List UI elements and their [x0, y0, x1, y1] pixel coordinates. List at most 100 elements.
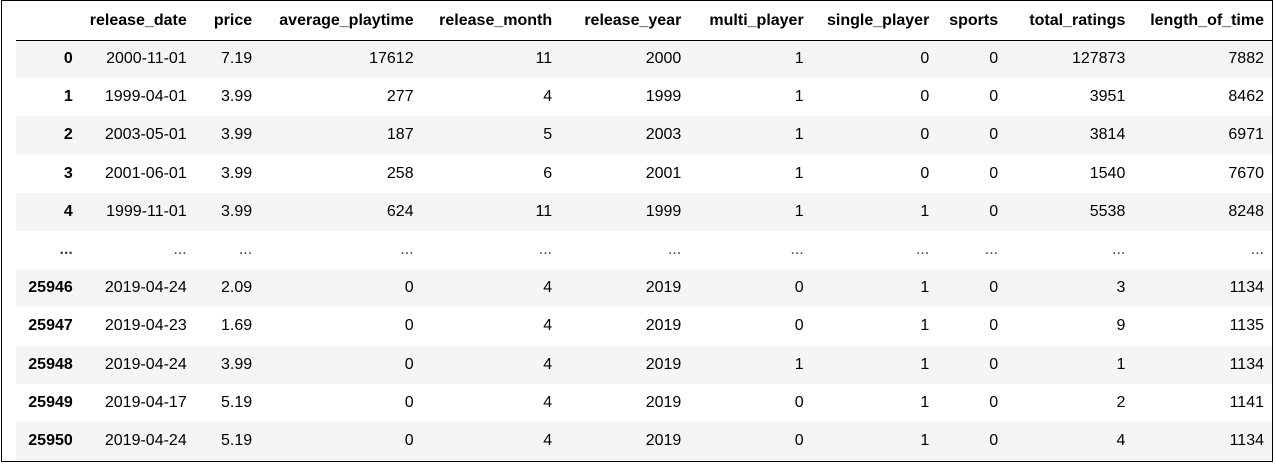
- cell-price: 5.19: [221, 431, 253, 449]
- cell-single-player: 1: [920, 202, 930, 220]
- cell-multi-player: 0: [794, 393, 804, 411]
- header-sports: sports: [937, 2, 1007, 41]
- cell-price: 1.69: [221, 317, 253, 335]
- table-row: .................................: [16, 230, 1272, 270]
- table-row: 25949 2019-04-17 5.19 0 4 2019 0 1 0 2 1141: [16, 383, 1272, 422]
- cell-release-date: 1999-11-01: [106, 202, 187, 220]
- cell-length-of-time: 8248: [1228, 202, 1264, 220]
- header-index: [16, 2, 81, 41]
- cell-average-playtime: 0: [404, 355, 414, 373]
- header-total-ratings: total_ratings: [1006, 2, 1134, 41]
- cell-release-date: 2019-04-24: [104, 279, 187, 297]
- cell-sports: 0: [989, 317, 999, 335]
- row-index: 25947: [28, 317, 73, 335]
- cell-release-date: 2000-11-01: [106, 50, 187, 68]
- cell-single-player: 0: [920, 88, 930, 106]
- header-price: price: [194, 2, 261, 41]
- cell-price: ...: [238, 241, 253, 259]
- cell-single-player: 1: [920, 279, 930, 297]
- header-single-player: single_player: [811, 2, 938, 41]
- cell-average-playtime: 0: [404, 317, 414, 335]
- cell-release-month: 4: [543, 355, 553, 373]
- dataframe-table: release_date price average_playtime rele…: [16, 2, 1272, 461]
- table-row: 0 2000-11-01 7.19 17612 11 2000 1 0 0 127873 7882: [16, 40, 1272, 79]
- cell-release-date: 2019-04-24: [104, 431, 187, 449]
- cell-release-month: 4: [543, 393, 553, 411]
- cell-single-player: ...: [915, 241, 930, 259]
- cell-single-player: 1: [920, 317, 930, 335]
- cell-price: 2.09: [221, 279, 253, 297]
- cell-total-ratings: 3: [1116, 279, 1126, 297]
- cell-total-ratings: 1: [1116, 355, 1126, 373]
- cell-single-player: 1: [920, 355, 930, 373]
- header-release-month: release_month: [421, 2, 561, 41]
- cell-total-ratings: 1540: [1089, 164, 1126, 182]
- cell-multi-player: 1: [794, 355, 804, 373]
- cell-length-of-time: 6971: [1228, 126, 1264, 144]
- table-row: 25947 2019-04-23 1.69 0 4 2019 0 1 0 9 1135: [16, 307, 1272, 346]
- cell-price: 3.99: [221, 164, 253, 182]
- row-index: ...: [59, 241, 73, 259]
- cell-release-year: 2000: [645, 50, 682, 68]
- header-length-of-time: length_of_time: [1133, 2, 1272, 41]
- cell-sports: 0: [989, 88, 999, 106]
- cell-release-year: 1999: [645, 88, 682, 106]
- cell-release-date: 2019-04-23: [104, 317, 187, 335]
- cell-release-year: 2001: [645, 164, 682, 182]
- cell-multi-player: 0: [794, 317, 804, 335]
- cell-release-year: 2019: [645, 393, 682, 411]
- cell-average-playtime: 187: [386, 126, 414, 144]
- row-index: 25949: [28, 393, 73, 411]
- cell-multi-player: 1: [794, 88, 804, 106]
- cell-single-player: 1: [920, 393, 930, 411]
- header-row: release_date price average_playtime rele…: [16, 2, 1272, 41]
- cell-single-player: 0: [920, 126, 930, 144]
- cell-length-of-time: 1134: [1229, 431, 1264, 449]
- table-header: release_date price average_playtime rele…: [16, 2, 1272, 41]
- cell-release-month: 11: [535, 202, 553, 220]
- cell-sports: 0: [989, 50, 999, 68]
- cell-price: 3.99: [221, 202, 253, 220]
- cell-sports: 0: [989, 164, 999, 182]
- cell-length-of-time: 1141: [1229, 393, 1264, 411]
- header-release-date: release_date: [80, 2, 195, 41]
- cell-release-year: 2019: [645, 317, 682, 335]
- cell-multi-player: 0: [794, 279, 804, 297]
- cell-single-player: 1: [920, 431, 930, 449]
- cell-average-playtime: 0: [404, 393, 414, 411]
- cell-release-year: 2019: [645, 355, 682, 373]
- cell-price: 3.99: [221, 126, 253, 144]
- row-index: 1: [63, 88, 73, 106]
- cell-sports: 0: [989, 202, 999, 220]
- cell-length-of-time: 7670: [1228, 164, 1264, 182]
- cell-release-year: ...: [667, 241, 682, 259]
- table-row: 25948 2019-04-24 3.99 0 4 2019 1 1 0 1 1134: [16, 345, 1272, 384]
- cell-total-ratings: 5538: [1089, 202, 1126, 220]
- cell-release-year: 1999: [645, 202, 682, 220]
- cell-price: 3.99: [221, 355, 253, 373]
- cell-average-playtime: ...: [400, 241, 414, 259]
- cell-multi-player: 1: [794, 126, 804, 144]
- table-row: 25946 2019-04-24 2.09 0 4 2019 0 1 0 3 1134: [16, 269, 1272, 308]
- cell-sports: 0: [989, 393, 999, 411]
- row-index: 4: [63, 202, 73, 220]
- table-row: 1 1999-04-01 3.99 277 4 1999 1 0 0 3951 8462: [16, 78, 1272, 117]
- cell-release-month: 4: [543, 431, 553, 449]
- cell-multi-player: 1: [794, 202, 804, 220]
- cell-length-of-time: 8462: [1228, 88, 1264, 106]
- cell-release-month: 4: [543, 279, 553, 297]
- cell-release-year: 2019: [645, 431, 682, 449]
- table-row: 3 2001-06-01 3.99 258 6 2001 1 0 0 1540 7670: [16, 154, 1272, 193]
- cell-release-date: 1999-04-01: [104, 88, 187, 106]
- cell-release-year: 2019: [645, 279, 682, 297]
- table-body: 0 2000-11-01 7.19 17612 11 2000 1 0 0 127873 7882 1…: [16, 40, 1272, 461]
- cell-total-ratings: 2: [1116, 393, 1126, 411]
- row-index: 25946: [28, 279, 73, 297]
- cell-sports: 0: [989, 126, 999, 144]
- cell-release-date: 2001-06-01: [104, 164, 187, 182]
- cell-sports: 0: [989, 355, 999, 373]
- cell-sports: 0: [989, 431, 999, 449]
- cell-release-date: 2019-04-24: [104, 355, 187, 373]
- cell-total-ratings: 9: [1116, 317, 1126, 335]
